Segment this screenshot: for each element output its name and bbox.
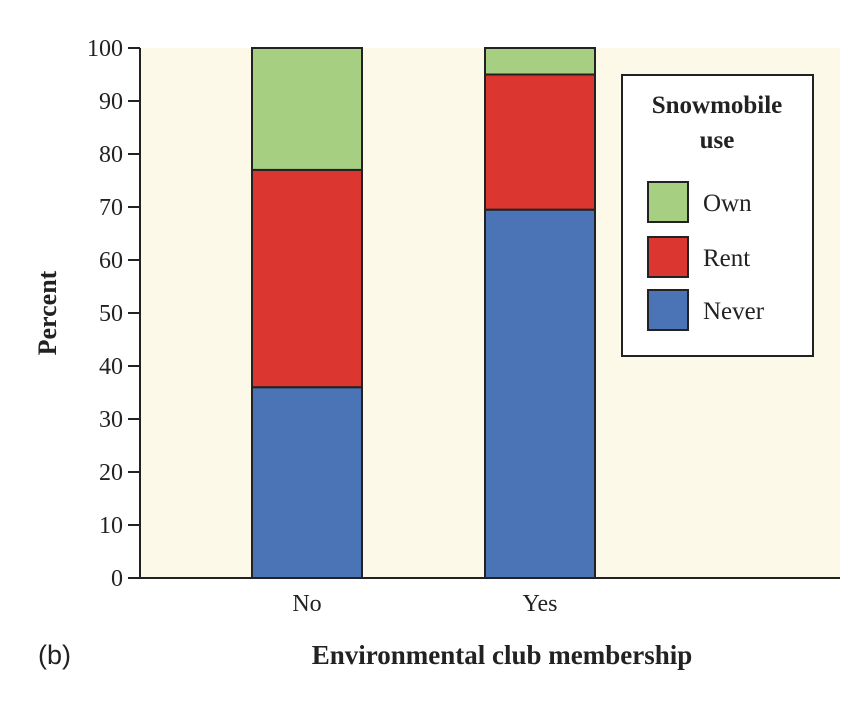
- y-tick-label: 10: [99, 513, 123, 539]
- x-tick-label: No: [292, 591, 321, 617]
- legend-swatch-own: [647, 181, 689, 223]
- panel-label: (b): [38, 640, 71, 670]
- y-tick-label: 0: [111, 566, 123, 592]
- y-tick-label: 70: [99, 195, 123, 221]
- legend-label-never: Never: [703, 298, 765, 325]
- y-axis: 0 10 20 30 40 50 60 70 80 90 100: [87, 36, 840, 592]
- y-tick-label: 100: [87, 36, 123, 62]
- legend-label-rent: Rent: [703, 245, 750, 272]
- legend-swatch-never: [647, 289, 689, 331]
- y-tick-label: 80: [99, 142, 123, 168]
- x-axis-label: Environmental club membership: [312, 640, 693, 670]
- legend-items: Own Rent Never: [647, 181, 765, 331]
- bar-segment-rent-no: [251, 168, 363, 389]
- y-tick-label: 30: [99, 407, 123, 433]
- y-tick-label: 60: [99, 248, 123, 274]
- y-tick-label: 20: [99, 460, 123, 486]
- y-tick-label: 40: [99, 354, 123, 380]
- bar-segment-own-no: [251, 47, 363, 171]
- legend-swatch-rent: [647, 236, 689, 278]
- legend-title-line-1: Snowmobile: [652, 92, 783, 119]
- y-axis-label: Percent: [33, 270, 62, 355]
- x-tick-label: Yes: [523, 591, 558, 617]
- bar-segment-never-yes: [484, 208, 596, 579]
- y-tick-label: 90: [99, 89, 123, 115]
- legend-label-own: Own: [703, 190, 752, 217]
- legend-title-line-2: use: [700, 127, 735, 154]
- bar-segment-rent-yes: [484, 73, 596, 211]
- bar-segment-never-no: [251, 386, 363, 580]
- legend: Snowmobile use Own Rent Never: [621, 74, 814, 357]
- bars-layer: [251, 47, 596, 580]
- bar-segment-own-yes: [484, 47, 596, 76]
- x-axis: No Yes: [292, 591, 557, 617]
- y-tick-label: 50: [99, 301, 123, 327]
